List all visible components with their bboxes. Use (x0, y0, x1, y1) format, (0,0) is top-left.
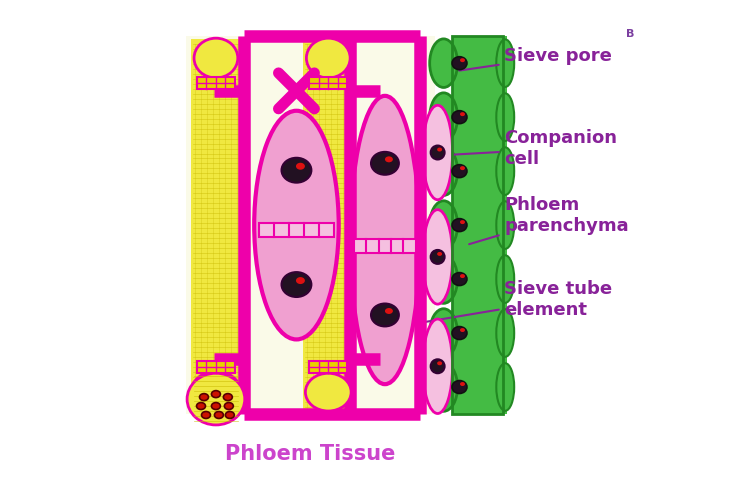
Ellipse shape (452, 111, 467, 123)
Ellipse shape (430, 250, 445, 264)
Bar (500, 36, 507, 414)
Ellipse shape (460, 328, 465, 332)
Ellipse shape (430, 146, 445, 160)
Ellipse shape (452, 165, 467, 177)
Ellipse shape (385, 156, 393, 162)
Ellipse shape (452, 57, 467, 69)
Bar (260, 223, 334, 237)
Text: Companion
cell: Companion cell (440, 129, 617, 168)
Ellipse shape (423, 210, 452, 304)
Ellipse shape (452, 219, 467, 231)
Ellipse shape (496, 363, 514, 411)
Ellipse shape (224, 394, 232, 401)
Ellipse shape (371, 152, 399, 175)
Ellipse shape (385, 308, 393, 314)
Ellipse shape (187, 373, 244, 425)
Text: Sieve tube
element: Sieve tube element (413, 280, 613, 324)
Ellipse shape (194, 38, 238, 78)
Ellipse shape (437, 147, 442, 151)
Ellipse shape (254, 111, 339, 339)
Ellipse shape (460, 166, 465, 170)
Ellipse shape (452, 273, 467, 285)
Ellipse shape (430, 39, 457, 87)
Text: Phloem Tissue: Phloem Tissue (225, 444, 395, 464)
Ellipse shape (430, 363, 457, 411)
Circle shape (597, 20, 664, 47)
Ellipse shape (460, 112, 465, 116)
Ellipse shape (452, 381, 467, 393)
Bar (452, 36, 503, 414)
Ellipse shape (281, 158, 311, 183)
Ellipse shape (371, 304, 399, 326)
Ellipse shape (211, 402, 220, 410)
Ellipse shape (452, 327, 467, 339)
Ellipse shape (496, 147, 514, 195)
Bar (186, 36, 435, 414)
Ellipse shape (296, 163, 305, 170)
Ellipse shape (225, 412, 234, 418)
Ellipse shape (281, 272, 311, 297)
Ellipse shape (430, 255, 457, 303)
Bar (191, 39, 241, 411)
Ellipse shape (430, 309, 457, 357)
Ellipse shape (430, 201, 457, 249)
Bar (452, 36, 503, 414)
Ellipse shape (202, 412, 211, 418)
Text: Sieve pore: Sieve pore (459, 47, 612, 70)
Ellipse shape (307, 38, 350, 78)
Ellipse shape (211, 390, 220, 398)
Ellipse shape (460, 382, 465, 386)
Ellipse shape (496, 309, 514, 357)
Ellipse shape (496, 40, 514, 87)
Bar (354, 239, 416, 253)
Text: B: B (626, 29, 634, 39)
Ellipse shape (305, 373, 351, 411)
Ellipse shape (437, 252, 442, 256)
Bar (197, 362, 235, 373)
Ellipse shape (214, 412, 223, 418)
Ellipse shape (196, 402, 206, 410)
Ellipse shape (460, 220, 465, 224)
Bar (310, 362, 347, 373)
Bar (304, 39, 355, 411)
Ellipse shape (430, 93, 457, 141)
Ellipse shape (423, 319, 452, 414)
Text: The Learning App: The Learning App (653, 47, 709, 52)
Text: BYJU'S: BYJU'S (662, 27, 700, 36)
Ellipse shape (296, 277, 305, 284)
Bar (310, 77, 347, 89)
Ellipse shape (430, 359, 445, 373)
Ellipse shape (460, 274, 465, 278)
Ellipse shape (423, 105, 452, 200)
Ellipse shape (496, 94, 514, 141)
Ellipse shape (496, 201, 514, 249)
Ellipse shape (224, 402, 233, 410)
Ellipse shape (350, 96, 420, 384)
Ellipse shape (430, 147, 457, 195)
Text: Phloem
parenchyma: Phloem parenchyma (470, 196, 629, 244)
Ellipse shape (191, 371, 241, 413)
Bar (197, 77, 235, 89)
Ellipse shape (496, 255, 514, 303)
Ellipse shape (437, 362, 442, 365)
Ellipse shape (460, 58, 465, 62)
Ellipse shape (200, 394, 208, 401)
